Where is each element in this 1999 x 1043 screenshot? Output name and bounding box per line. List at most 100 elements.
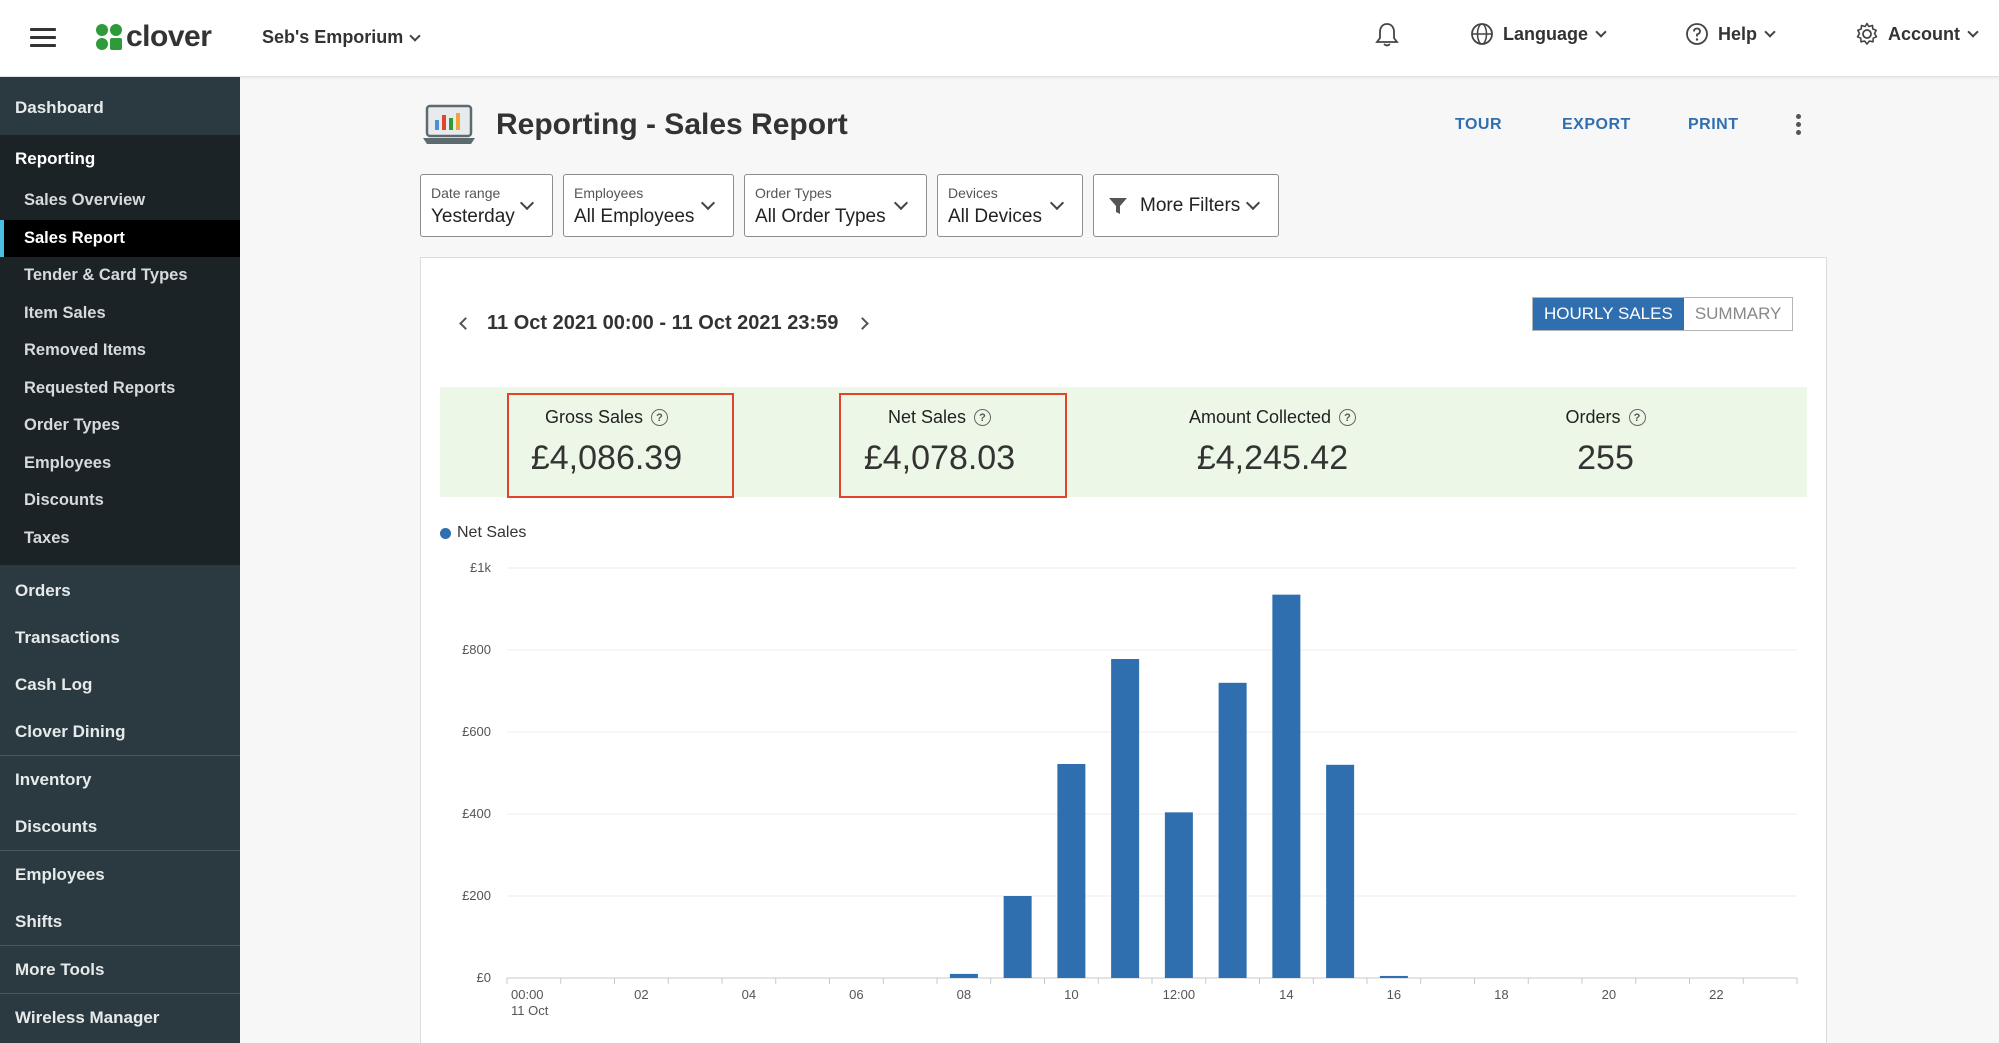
- bar-hour-08[interactable]: [949, 973, 978, 978]
- view-toggle: HOURLY SALES SUMMARY: [1532, 297, 1794, 331]
- orders-label: Orders: [1565, 407, 1621, 427]
- clover-leaf-icon: [96, 24, 122, 50]
- help-menu[interactable]: Help: [1685, 22, 1776, 46]
- x-tick-label: 22: [1709, 987, 1723, 1002]
- x-tick-label: 14: [1279, 987, 1293, 1002]
- order-types-filter[interactable]: Order Types All Order Types: [744, 174, 927, 237]
- sidebar-item-removed-items[interactable]: Removed Items: [24, 341, 146, 360]
- sidebar-item-tender-card-types[interactable]: Tender & Card Types: [24, 266, 188, 285]
- bar-hour-12[interactable]: [1164, 812, 1193, 978]
- orders-stat: Orders? 255: [1439, 387, 1772, 497]
- date-range-filter[interactable]: Date range Yesterday: [420, 174, 553, 237]
- help-icon[interactable]: ?: [974, 409, 992, 426]
- chart-legend: Net Sales: [440, 524, 526, 542]
- gross-sales-label: Gross Sales: [544, 407, 644, 427]
- language-menu[interactable]: Language: [1470, 22, 1607, 46]
- sidebar-item-shifts[interactable]: Shifts: [15, 911, 63, 931]
- sidebar-item-order-types[interactable]: Order Types: [24, 416, 120, 435]
- bar-hour-14[interactable]: [1272, 594, 1301, 978]
- employees-filter-label: Employees: [574, 185, 644, 201]
- legend-label: Net Sales: [457, 524, 527, 541]
- employees-filter[interactable]: Employees All Employees: [563, 174, 734, 237]
- sidebar-item-employees-report[interactable]: Employees: [24, 453, 112, 472]
- x-tick-label: 00:00: [511, 987, 544, 1002]
- stats-bar: Gross Sales? £4,086.39 Net Sales? £4,078…: [440, 387, 1807, 497]
- devices-filter[interactable]: Devices All Devices: [937, 174, 1083, 237]
- x-tick-label: 02: [634, 987, 648, 1002]
- sidebar-item-inventory[interactable]: Inventory: [15, 769, 92, 789]
- sidebar-section-more-tools: More Tools: [0, 946, 240, 994]
- amount-collected-label: Amount Collected: [1188, 407, 1332, 427]
- date-range-value: Yesterday: [431, 206, 515, 227]
- merchant-name: Seb's Emporium: [262, 27, 404, 47]
- chevron-right-icon: [856, 317, 869, 330]
- sidebar: Dashboard Reporting Sales Overview Sales…: [0, 77, 240, 1043]
- gross-sales-stat: Gross Sales? £4,086.39: [440, 387, 773, 497]
- sidebar-item-discounts-report[interactable]: Discounts: [24, 491, 104, 510]
- summary-toggle[interactable]: SUMMARY: [1683, 298, 1793, 330]
- bar-hour-15[interactable]: [1326, 764, 1355, 978]
- chevron-down-icon: [1595, 26, 1607, 38]
- sidebar-item-taxes[interactable]: Taxes: [24, 528, 70, 547]
- sidebar-item-wireless-manager[interactable]: Wireless Manager: [15, 1007, 160, 1027]
- gross-sales-highlight: [507, 393, 734, 498]
- sidebar-item-sales-overview[interactable]: Sales Overview: [24, 191, 146, 210]
- print-button[interactable]: PRINT: [1688, 116, 1739, 133]
- help-icon[interactable]: ?: [651, 409, 669, 426]
- y-tick-label: £0: [477, 970, 491, 985]
- help-icon[interactable]: ?: [1339, 409, 1357, 426]
- language-label: Language: [1503, 23, 1589, 44]
- y-tick-label: £400: [462, 806, 491, 821]
- sidebar-item-employees[interactable]: Employees: [15, 864, 105, 884]
- amount-collected-value: £4,245.42: [1196, 439, 1349, 477]
- more-options-icon[interactable]: [1796, 114, 1802, 138]
- orders-value: 255: [1577, 439, 1634, 477]
- clover-logo[interactable]: clover: [95, 20, 212, 54]
- tour-button[interactable]: TOUR: [1455, 116, 1503, 133]
- chevron-left-icon: [458, 317, 472, 330]
- sidebar-item-dashboard[interactable]: Dashboard: [15, 98, 104, 117]
- bar-hour-13[interactable]: [1218, 682, 1247, 978]
- legend-dot: [440, 527, 451, 539]
- bar-hour-11[interactable]: [1111, 659, 1140, 978]
- bar-hour-09[interactable]: [1003, 896, 1032, 978]
- bar-hour-10[interactable]: [1057, 763, 1086, 978]
- date-navigator: 11 Oct 2021 00:00 - 11 Oct 2021 23:59: [455, 312, 872, 335]
- sidebar-item-discounts[interactable]: Discounts: [15, 816, 98, 836]
- sidebar-item-item-sales[interactable]: Item Sales: [24, 303, 106, 322]
- chevron-down-icon: [700, 195, 716, 211]
- gear-icon: [1856, 22, 1878, 45]
- next-period-button[interactable]: [852, 314, 872, 334]
- net-sales-value: £4,078.03: [863, 439, 1016, 477]
- x-tick-label: 16: [1387, 987, 1401, 1002]
- sidebar-item-reporting[interactable]: Reporting: [0, 135, 240, 182]
- chevron-down-icon: [1764, 26, 1776, 38]
- devices-filter-value: All Devices: [948, 206, 1042, 227]
- export-button[interactable]: EXPORT: [1562, 116, 1631, 133]
- sidebar-item-more-tools[interactable]: More Tools: [15, 959, 105, 979]
- chevron-down-icon: [1967, 26, 1979, 38]
- order-types-filter-label: Order Types: [755, 185, 832, 201]
- sidebar-item-transactions[interactable]: Transactions: [15, 627, 120, 647]
- sidebar-section-inventory: Inventory Discounts: [0, 756, 240, 851]
- bar-hour-16[interactable]: [1379, 975, 1408, 978]
- sidebar-item-sales-report[interactable]: Sales Report: [0, 219, 240, 257]
- sidebar-item-orders[interactable]: Orders: [15, 580, 71, 600]
- hourly-sales-toggle[interactable]: HOURLY SALES: [1533, 298, 1684, 330]
- more-filters-button[interactable]: More Filters: [1093, 174, 1279, 237]
- help-icon[interactable]: ?: [1628, 409, 1646, 426]
- x-tick-label: 06: [849, 987, 863, 1002]
- sidebar-item-clover-dining[interactable]: Clover Dining: [15, 721, 126, 741]
- y-tick-label: £600: [462, 724, 491, 739]
- previous-period-button[interactable]: [455, 314, 475, 334]
- sidebar-item-cash-log[interactable]: Cash Log: [15, 674, 93, 694]
- notifications-button[interactable]: [1375, 22, 1399, 48]
- reporting-submenu: Sales Overview Sales Report Tender & Car…: [0, 182, 240, 565]
- account-menu[interactable]: Account: [1855, 22, 1979, 46]
- menu-icon[interactable]: [30, 28, 56, 48]
- y-tick-label: £200: [462, 888, 491, 903]
- net-sales-stat: Net Sales? £4,078.03: [773, 387, 1106, 497]
- merchant-selector[interactable]: Seb's Emporium: [262, 27, 421, 48]
- sidebar-item-requested-reports[interactable]: Requested Reports: [24, 378, 176, 397]
